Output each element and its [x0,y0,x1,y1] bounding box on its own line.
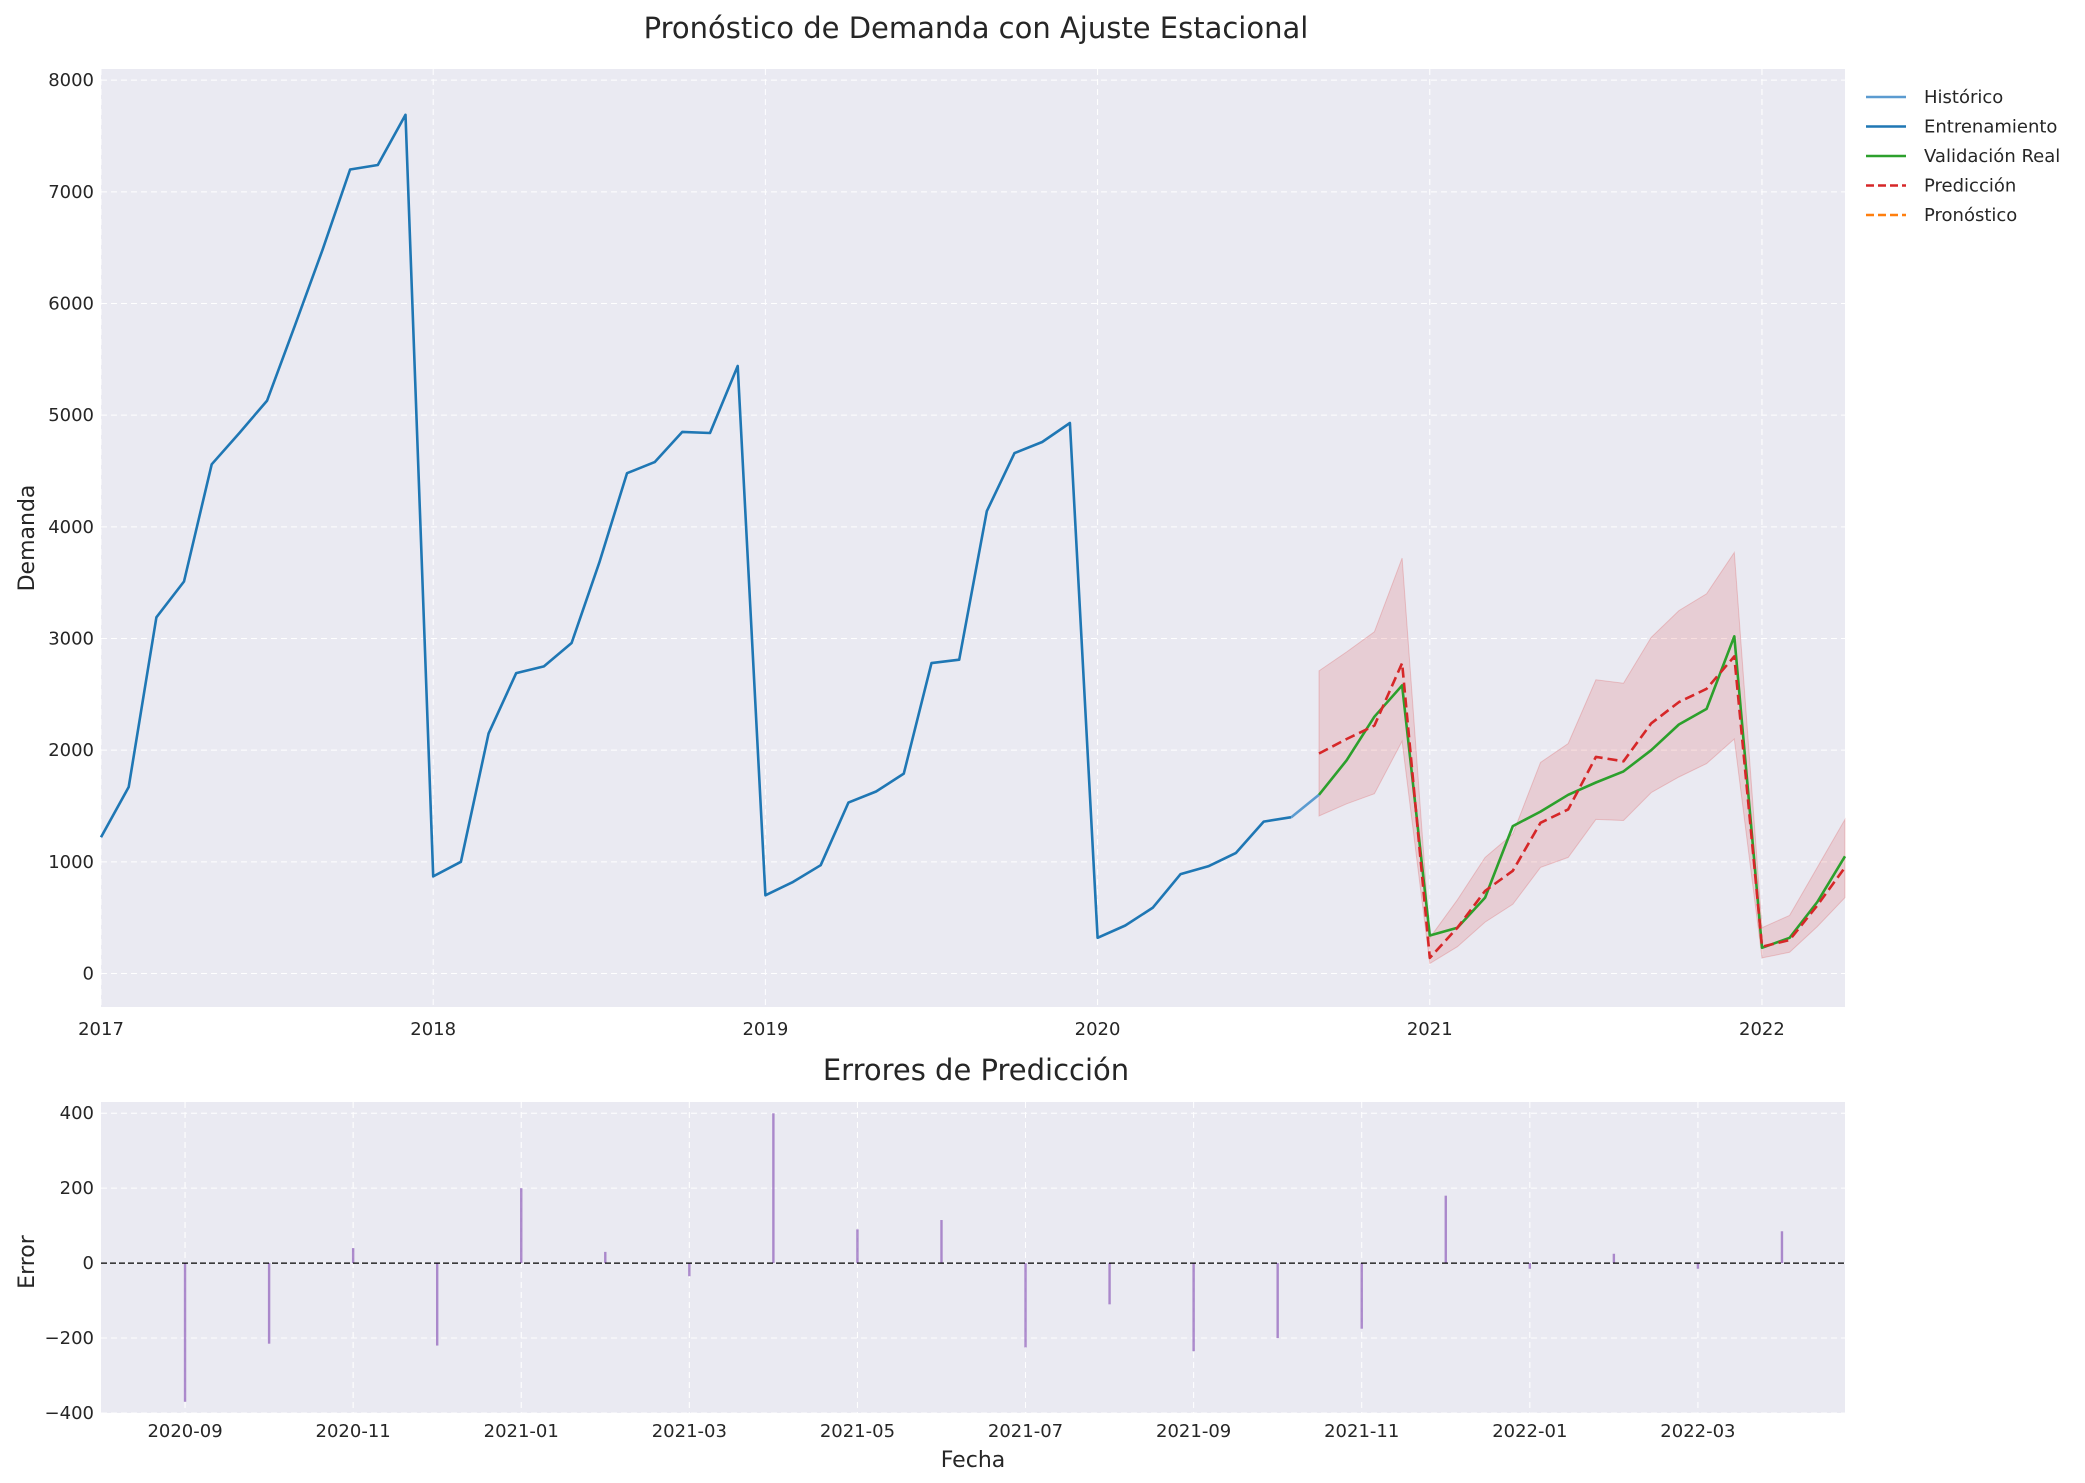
prediction-errors-panel: Errores de Predicción −400 −200 0 200 400 20… [15,1053,1845,1473]
bottom-y-tick-label: −200 [45,1328,94,1349]
bottom-y-tick-labels: −400 −200 0 200 400 [45,1103,94,1424]
error-bar [1024,1263,1027,1348]
error-bar [1444,1195,1447,1264]
top-chart-title: Pronóstico de Demanda con Ajuste Estacio… [644,11,1309,45]
bottom-y-tick-label: 400 [60,1103,94,1124]
bottom-x-tick-label: 2022-03 [1660,1421,1735,1442]
demand-forecast-panel: Pronóstico de Demanda con Ajuste Estacio… [15,11,2060,1040]
bottom-x-tick-label: 2021-07 [988,1421,1063,1442]
error-bar [520,1188,523,1264]
error-bar [1360,1263,1363,1329]
bottom-x-tick-label: 2021-01 [484,1421,559,1442]
error-bar [1108,1263,1111,1305]
bottom-y-tick-label: 200 [60,1178,94,1199]
error-bar [1696,1263,1700,1269]
top-y-tick-label: 6000 [48,294,94,315]
bottom-x-tick-label: 2020-11 [316,1421,391,1442]
legend-label-1: Entrenamiento [1924,117,2057,138]
error-bar [1780,1231,1784,1264]
prediction-interval-band [1318,551,1846,965]
legend-label-2: Validación Real [1924,146,2060,167]
bottom-x-tick-label: 2021-09 [1156,1421,1231,1442]
top-y-tick-label: 0 [83,964,94,985]
top-y-tick-labels: 0 1000 2000 3000 4000 5000 6000 7000 8000 [48,70,94,984]
top-plot-area [101,69,1845,1007]
series-prediccion-line [1318,655,1847,960]
series-entrenamiento-line [99,113,1292,940]
bottom-x-tick-label: 2021-03 [652,1421,727,1442]
top-x-tick-label: 2018 [410,1019,456,1040]
top-x-tick-label: 2022 [1739,1019,1785,1040]
top-y-tick-label: 4000 [48,517,94,538]
top-y-tick-label: 5000 [48,405,94,426]
bottom-x-tick-label: 2022-01 [1492,1421,1567,1442]
error-bar [1528,1263,1532,1269]
top-y-tick-label: 7000 [48,182,94,203]
error-bar [772,1113,775,1264]
legend: Histórico Entrenamiento Validación Real Pre… [1866,87,2060,226]
top-x-tick-label: 2020 [1075,1019,1121,1040]
error-bar [604,1251,607,1264]
error-bar [1612,1253,1616,1264]
top-x-tick-label: 2019 [742,1019,788,1040]
bottom-y-axis-label: Error [15,1234,40,1289]
top-gridlines [100,69,1845,1007]
top-x-tick-label: 2021 [1407,1019,1453,1040]
bottom-x-axis-label: Fecha [941,1448,1006,1473]
legend-label-4: Pronóstico [1924,205,2017,226]
error-bar [183,1263,187,1402]
error-bar [351,1248,355,1264]
error-bar [435,1263,439,1346]
series-historico-line [1290,793,1320,819]
bottom-x-tick-label: 2021-05 [820,1421,895,1442]
bottom-x-tick-labels: 2020-09 2020-11 2021-01 2021-03 2021-05 2021-… [147,1421,1735,1442]
top-x-tick-label: 2017 [78,1019,124,1040]
bottom-y-tick-label: −400 [45,1403,94,1424]
top-y-tick-label: 2000 [48,740,94,761]
bottom-y-tick-label: 0 [83,1253,94,1274]
legend-label-0: Histórico [1924,87,2003,108]
top-y-tick-label: 1000 [48,852,94,873]
error-bar [688,1263,691,1277]
legend-label-3: Predicción [1924,176,2016,197]
bottom-x-tick-label: 2020-09 [147,1421,222,1442]
bottom-x-tick-label: 2021-11 [1324,1421,1399,1442]
top-y-axis-label: Demanda [15,485,40,592]
error-bar [1276,1263,1279,1339]
error-bar [940,1220,943,1264]
top-y-tick-label: 3000 [48,629,94,650]
bottom-chart-title: Errores de Predicción [823,1053,1129,1087]
top-x-tick-labels: 2017 2018 2019 2020 2021 2022 [78,1019,1785,1040]
bottom-plot-area [101,1102,1845,1413]
error-bars [101,1113,1845,1402]
error-bar [267,1263,271,1344]
top-y-tick-label: 8000 [48,70,94,91]
prediction-interval-area [1318,551,1846,965]
top-series-lines [99,113,1847,960]
error-bar [856,1229,859,1264]
error-bar [1192,1263,1195,1352]
